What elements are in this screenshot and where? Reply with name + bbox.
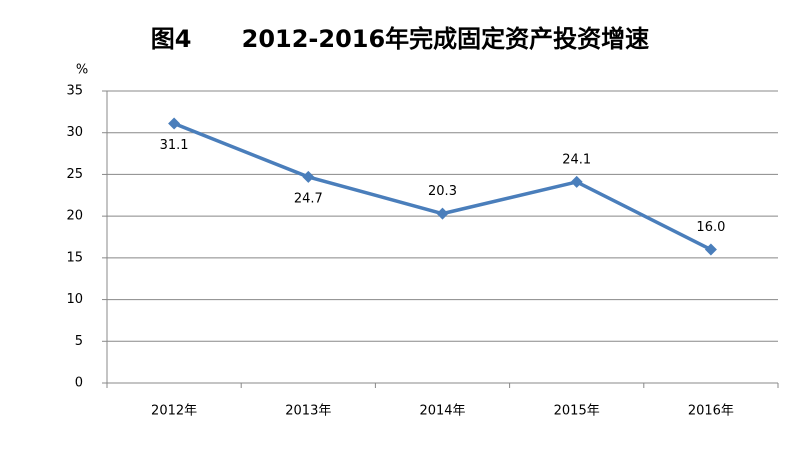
y-tick-label: 20	[66, 209, 83, 224]
marker	[436, 207, 449, 220]
data-label: 31.1	[160, 138, 189, 153]
marker	[168, 117, 181, 130]
x-tick-label: 2013年	[285, 404, 331, 419]
data-label: 20.3	[428, 184, 457, 199]
x-tick-label: 2015年	[554, 404, 600, 419]
x-tick-label: 2014年	[419, 404, 465, 419]
marker	[302, 170, 315, 183]
chart-title: 图4 2012-2016年完成固定资产投资增速	[151, 25, 649, 53]
marker	[570, 175, 583, 188]
y-tick-label: 5	[75, 334, 83, 349]
y-unit: %	[76, 63, 88, 78]
y-tick-label: 0	[75, 376, 83, 391]
y-tick-label: 10	[66, 292, 83, 307]
data-label: 24.7	[294, 191, 323, 206]
y-tick-label: 30	[66, 125, 83, 140]
y-tick-label: 15	[66, 250, 83, 265]
y-tick-label: 25	[66, 167, 83, 182]
x-tick-label: 2016年	[688, 404, 734, 419]
data-label: 24.1	[562, 152, 591, 167]
marker	[704, 243, 717, 256]
data-label: 16.0	[696, 220, 725, 235]
y-tick-label: 35	[66, 84, 83, 99]
x-tick-label: 2012年	[151, 404, 197, 419]
